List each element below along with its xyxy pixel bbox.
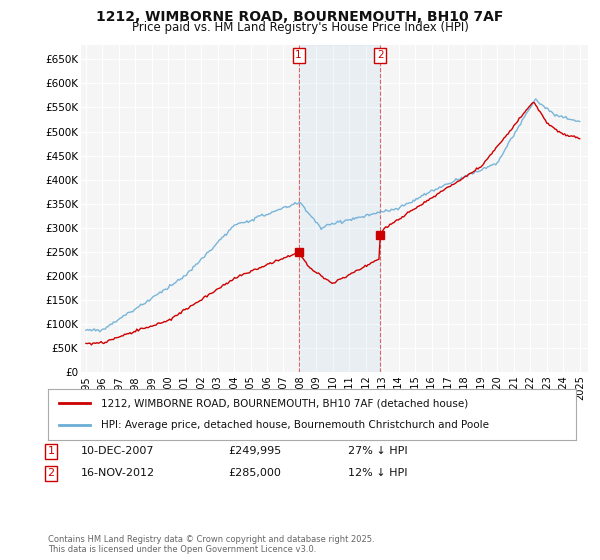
Text: 1212, WIMBORNE ROAD, BOURNEMOUTH, BH10 7AF: 1212, WIMBORNE ROAD, BOURNEMOUTH, BH10 7… (97, 10, 503, 24)
Text: HPI: Average price, detached house, Bournemouth Christchurch and Poole: HPI: Average price, detached house, Bour… (101, 421, 489, 431)
Text: 12% ↓ HPI: 12% ↓ HPI (348, 468, 407, 478)
Text: £249,995: £249,995 (228, 446, 281, 456)
Text: 1212, WIMBORNE ROAD, BOURNEMOUTH, BH10 7AF (detached house): 1212, WIMBORNE ROAD, BOURNEMOUTH, BH10 7… (101, 398, 468, 408)
Text: 27% ↓ HPI: 27% ↓ HPI (348, 446, 407, 456)
Text: 1: 1 (47, 446, 55, 456)
Text: Price paid vs. HM Land Registry's House Price Index (HPI): Price paid vs. HM Land Registry's House … (131, 21, 469, 34)
Text: £285,000: £285,000 (228, 468, 281, 478)
Text: 2: 2 (47, 468, 55, 478)
Text: 1: 1 (295, 50, 302, 60)
Text: Contains HM Land Registry data © Crown copyright and database right 2025.
This d: Contains HM Land Registry data © Crown c… (48, 535, 374, 554)
Bar (299, 45, 380, 372)
Text: 16-NOV-2012: 16-NOV-2012 (81, 468, 155, 478)
Text: 10-DEC-2007: 10-DEC-2007 (81, 446, 155, 456)
Text: 2: 2 (377, 50, 383, 60)
